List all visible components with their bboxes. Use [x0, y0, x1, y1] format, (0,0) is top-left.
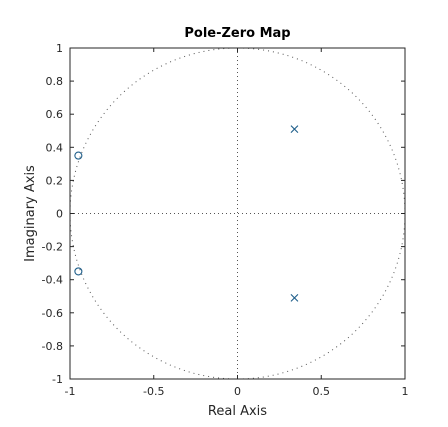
- y-tick-label: 0.8: [46, 75, 64, 88]
- x-tick-label: 1: [402, 385, 409, 398]
- y-tick-label: -0.4: [42, 274, 63, 287]
- x-tick-label: -1: [65, 385, 76, 398]
- y-tick-label: 0.2: [46, 174, 64, 187]
- x-tick-label: 0.5: [313, 385, 331, 398]
- y-tick-label: -0.6: [42, 307, 63, 320]
- chart-title: Pole-Zero Map: [184, 26, 290, 41]
- x-tick-label: -0.5: [143, 385, 164, 398]
- x-tick-label: 0: [234, 385, 241, 398]
- y-axis-label: Imaginary Axis: [23, 165, 38, 262]
- y-tick-label: 0.4: [46, 141, 64, 154]
- x-axis-label: Real Axis: [208, 404, 267, 419]
- y-tick-label: 0.6: [46, 108, 64, 121]
- y-tick-label: -0.8: [42, 340, 63, 353]
- y-tick-label: 0: [56, 208, 63, 221]
- y-tick-label: -1: [52, 373, 63, 386]
- y-tick-label: -0.2: [42, 241, 63, 254]
- y-tick-label: 1: [56, 42, 63, 55]
